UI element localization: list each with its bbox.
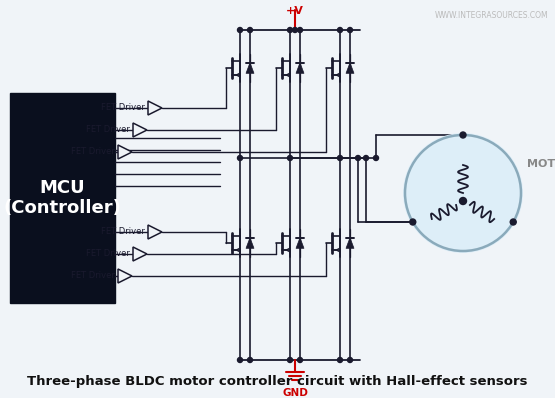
Text: FET Driver: FET Driver <box>101 103 145 113</box>
Circle shape <box>347 27 352 33</box>
Polygon shape <box>296 238 304 248</box>
Polygon shape <box>346 62 354 73</box>
Text: MCU
(Controller): MCU (Controller) <box>3 179 122 217</box>
Circle shape <box>292 27 297 33</box>
Circle shape <box>248 27 253 33</box>
Text: Three-phase BLDC motor controller circuit with Hall-effect sensors: Three-phase BLDC motor controller circui… <box>27 375 528 388</box>
Circle shape <box>460 132 466 138</box>
Circle shape <box>248 357 253 363</box>
Polygon shape <box>148 225 162 239</box>
Text: FET Driver: FET Driver <box>101 228 145 236</box>
Circle shape <box>287 156 292 160</box>
Text: WWW.INTEGRASOURCES.COM: WWW.INTEGRASOURCES.COM <box>435 11 548 20</box>
Text: FET Driver: FET Driver <box>71 271 115 281</box>
Polygon shape <box>133 247 147 261</box>
Circle shape <box>238 357 243 363</box>
Polygon shape <box>246 62 254 73</box>
Circle shape <box>356 156 361 160</box>
Polygon shape <box>118 145 132 159</box>
Polygon shape <box>346 238 354 248</box>
Text: MOTOR: MOTOR <box>527 159 555 169</box>
Circle shape <box>287 357 292 363</box>
Circle shape <box>347 357 352 363</box>
Circle shape <box>510 219 516 225</box>
Circle shape <box>374 156 379 160</box>
Polygon shape <box>246 238 254 248</box>
Circle shape <box>238 156 243 160</box>
Text: FET Driver: FET Driver <box>86 125 130 135</box>
Circle shape <box>287 27 292 33</box>
Polygon shape <box>118 269 132 283</box>
Polygon shape <box>296 62 304 73</box>
Text: GND: GND <box>282 388 308 398</box>
Polygon shape <box>133 123 147 137</box>
Text: FET Driver: FET Driver <box>86 250 130 258</box>
Circle shape <box>337 357 342 363</box>
Circle shape <box>238 27 243 33</box>
Circle shape <box>337 27 342 33</box>
Circle shape <box>297 27 302 33</box>
Text: FET Driver: FET Driver <box>71 148 115 156</box>
Polygon shape <box>148 101 162 115</box>
Circle shape <box>297 357 302 363</box>
Text: +V: +V <box>286 6 304 16</box>
Circle shape <box>460 197 467 205</box>
Circle shape <box>410 219 416 225</box>
Circle shape <box>403 133 523 253</box>
FancyBboxPatch shape <box>10 93 115 303</box>
Circle shape <box>364 156 369 160</box>
Circle shape <box>337 156 342 160</box>
